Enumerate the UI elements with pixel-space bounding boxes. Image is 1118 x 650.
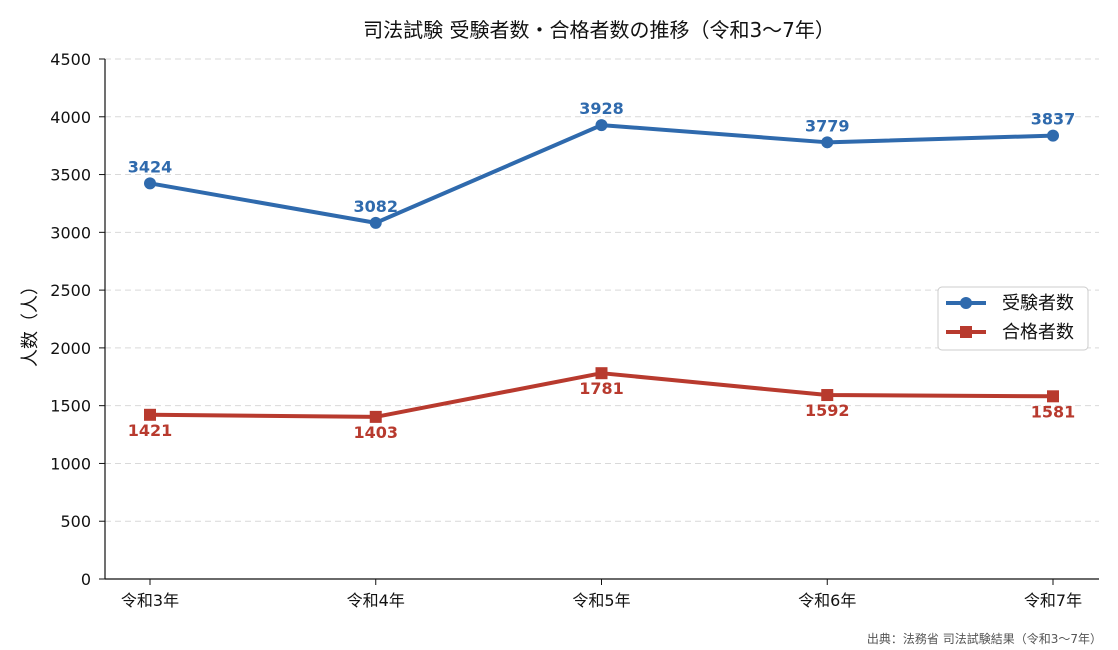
y-tick-label: 3500 xyxy=(50,166,91,185)
y-tick-label: 2500 xyxy=(50,281,91,300)
data-point xyxy=(144,409,156,421)
legend-label: 合格者数 xyxy=(1002,322,1074,343)
data-point xyxy=(596,119,608,131)
source-note: 出典：法務省 司法試験結果（令和3〜7年） xyxy=(867,631,1102,646)
y-tick-label: 4000 xyxy=(50,108,91,127)
data-point xyxy=(144,177,156,189)
y-axis-ticks: 0 500 1000 1500 2000 2500 3000 3500 4000 4500 xyxy=(50,50,105,589)
data-label: 3837 xyxy=(1031,110,1076,129)
y-tick-label: 500 xyxy=(60,512,91,531)
data-point xyxy=(1047,130,1059,142)
data-point xyxy=(370,411,382,423)
data-label: 1421 xyxy=(128,421,173,440)
x-tick-label: 令和5年 xyxy=(572,591,630,610)
data-point xyxy=(821,389,833,401)
y-tick-label: 1500 xyxy=(50,397,91,416)
data-label: 1781 xyxy=(579,379,624,398)
data-label: 3928 xyxy=(579,99,624,118)
legend-label: 受験者数 xyxy=(1002,293,1074,314)
y-tick-label: 1000 xyxy=(50,454,91,473)
y-tick-label: 4500 xyxy=(50,50,91,69)
x-tick-label: 令和7年 xyxy=(1024,591,1082,610)
x-tick-label: 令和3年 xyxy=(121,591,179,610)
data-point xyxy=(596,367,608,379)
y-axis-label: 人数（人） xyxy=(20,277,41,367)
x-tick-label: 令和4年 xyxy=(347,591,405,610)
data-point xyxy=(1047,390,1059,402)
data-label: 3424 xyxy=(128,157,173,176)
data-label: 1403 xyxy=(353,423,398,442)
legend-marker xyxy=(960,297,972,309)
series-group: 3424 3082 3928 3779 3837 1421 1403 1781 1592 1581 xyxy=(128,99,1076,442)
y-tick-label: 0 xyxy=(81,570,91,589)
data-label: 3779 xyxy=(805,116,850,135)
data-label: 1592 xyxy=(805,401,850,420)
chart-title: 司法試験 受験者数・合格者数の推移（令和3〜7年） xyxy=(363,18,835,42)
legend-marker xyxy=(960,326,972,338)
series-1: 1421 1403 1781 1592 1581 xyxy=(128,367,1076,442)
data-point xyxy=(821,136,833,148)
series-0: 3424 3082 3928 3779 3837 xyxy=(128,99,1076,229)
series-line xyxy=(150,125,1053,223)
data-label: 3082 xyxy=(353,197,398,216)
data-label: 1581 xyxy=(1031,402,1076,421)
x-tick-label: 令和6年 xyxy=(798,591,856,610)
y-tick-label: 3000 xyxy=(50,223,91,242)
x-axis-ticks: 令和3年 令和4年 令和5年 令和6年 令和7年 xyxy=(121,579,1082,610)
y-tick-label: 2000 xyxy=(50,339,91,358)
data-point xyxy=(370,217,382,229)
